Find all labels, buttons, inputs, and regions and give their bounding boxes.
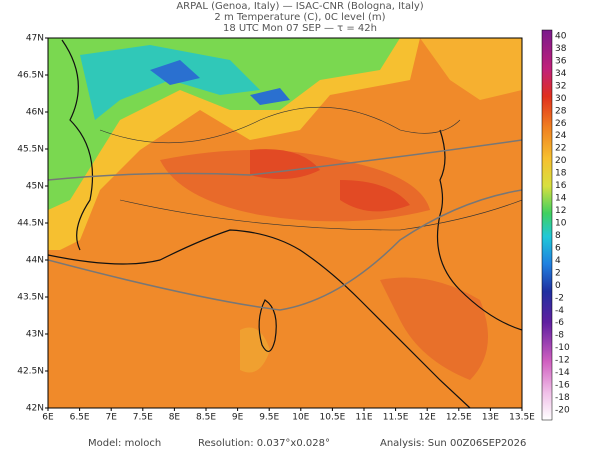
lon-label: 8E: [169, 413, 181, 423]
colorbar-label: -2: [555, 293, 564, 303]
lon-label: 7.5E: [133, 413, 153, 423]
colorbar-label: -10: [555, 343, 570, 353]
lat-label: 47N: [26, 34, 44, 44]
header-line: 18 UTC Mon 07 SEP — τ = 42h: [223, 23, 377, 34]
lon-label: 9E: [232, 413, 244, 423]
colorbar-label: 20: [555, 156, 567, 166]
colorbar-label: 22: [555, 144, 566, 154]
lon-label: 7E: [105, 413, 117, 423]
colorbar-label: -8: [555, 331, 564, 341]
lat-label: 45N: [26, 182, 44, 192]
colorbar-label: 14: [555, 194, 567, 204]
lon-label: 6E: [42, 413, 54, 423]
colorbar-label: 18: [555, 169, 567, 179]
lat-label: 42.5N: [17, 367, 44, 377]
colorbar-label: -4: [555, 306, 564, 316]
lat-label: 43.5N: [17, 293, 44, 303]
borders: [99, 106, 522, 231]
colorbar-label: 24: [555, 131, 567, 141]
colorbar-label: 4: [555, 256, 561, 266]
temperature-field: [48, 38, 522, 408]
colorbar-label: 40: [555, 32, 567, 42]
lon-label: 13.5E: [509, 413, 535, 423]
footer-analysis: Analysis: Sun 00Z06SEP2026: [380, 438, 526, 449]
lon-label: 12.5E: [446, 413, 472, 423]
lon-label: 11.5E: [383, 413, 409, 423]
colorbar-label: 38: [555, 44, 567, 54]
lat-label: 44.5N: [17, 219, 44, 229]
header-line: ARPAL (Genoa, Italy) — ISAC-CNR (Bologna…: [176, 1, 423, 12]
lon-label: 6.5E: [70, 413, 90, 423]
colorbar-label: 30: [555, 94, 567, 104]
colorbar-label: 10: [555, 219, 567, 229]
freezing-level-contours: [48, 139, 522, 311]
footer-model: Model: moloch: [88, 438, 161, 449]
colorbar-label: -6: [555, 318, 564, 328]
lat-label: 46N: [26, 108, 44, 118]
lon-label: 8.5E: [196, 413, 216, 423]
colorbar-label: 16: [555, 181, 567, 191]
colorbar-label: 26: [555, 119, 567, 129]
footer-resolution: Resolution: 0.037°x0.028°: [198, 438, 330, 449]
lat-label: 42N: [26, 404, 44, 414]
colorbar-label: -16: [555, 381, 570, 391]
lat-label: 43N: [26, 330, 44, 340]
lon-label: 11E: [355, 413, 372, 423]
colorbar-label: 6: [555, 243, 561, 253]
lat-label: 45.5N: [17, 145, 44, 155]
colorbar-label: 12: [555, 206, 566, 216]
colorbar-label: -18: [555, 393, 570, 403]
lat-label: 46.5N: [17, 71, 44, 81]
colorbar-label: 32: [555, 81, 566, 91]
lon-label: 12E: [419, 413, 436, 423]
colorbar-label: 36: [555, 56, 567, 66]
lat-label: 44N: [26, 256, 44, 266]
colorbar-label: 28: [555, 106, 567, 116]
colorbar-label: -12: [555, 356, 570, 366]
lon-label: 10.5E: [320, 413, 346, 423]
colorbar-label: 0: [555, 281, 561, 291]
colorbar-label: -14: [555, 368, 570, 378]
lon-label: 10E: [292, 413, 309, 423]
colorbar-label: 34: [555, 69, 567, 79]
colorbar-label: 8: [555, 231, 561, 241]
colorbar-label: 2: [555, 268, 561, 278]
lon-label: 9.5E: [259, 413, 279, 423]
colorbar-label: -20: [555, 406, 570, 416]
header-line: 2 m Temperature (C), 0C level (m): [214, 12, 385, 23]
coastlines: [48, 39, 522, 408]
lon-label: 13E: [482, 413, 499, 423]
colorbar: [541, 29, 553, 421]
